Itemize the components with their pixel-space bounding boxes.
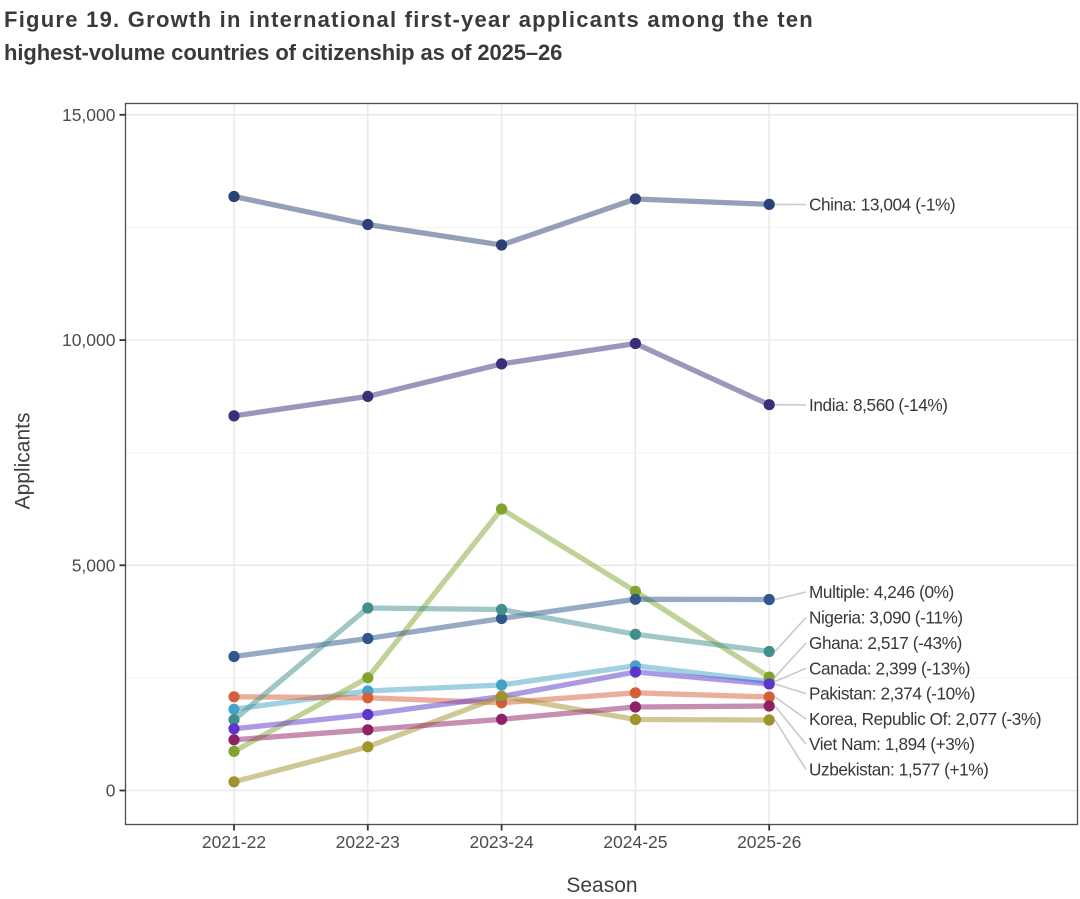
svg-text:Viet Nam: 1,894 (+3%): Viet Nam: 1,894 (+3%) [809,734,975,754]
svg-text:2024-25: 2024-25 [603,832,667,852]
svg-text:India: 8,560 (-14%): India: 8,560 (-14%) [809,395,948,415]
svg-text:Multiple: 4,246 (0%): Multiple: 4,246 (0%) [809,582,954,602]
svg-text:2023-24: 2023-24 [469,832,533,852]
svg-text:2021-22: 2021-22 [202,832,266,852]
svg-text:5,000: 5,000 [72,555,116,575]
svg-text:0: 0 [106,781,116,801]
svg-text:Pakistan: 2,374 (-10%): Pakistan: 2,374 (-10%) [809,684,975,704]
svg-text:Ghana: 2,517 (-43%): Ghana: 2,517 (-43%) [809,633,962,653]
svg-text:10,000: 10,000 [62,330,116,350]
svg-text:2025-26: 2025-26 [737,832,801,852]
svg-text:2022-23: 2022-23 [336,832,400,852]
svg-text:China: 13,004 (-1%): China: 13,004 (-1%) [809,195,955,215]
svg-text:Korea, Republic Of: 2,077 (-3%: Korea, Republic Of: 2,077 (-3%) [809,709,1041,729]
svg-text:Uzbekistan: 1,577 (+1%): Uzbekistan: 1,577 (+1%) [809,760,989,780]
svg-text:Canada: 2,399 (-13%): Canada: 2,399 (-13%) [809,658,970,678]
svg-text:15,000: 15,000 [62,105,116,125]
svg-text:Applicants: Applicants [12,413,35,510]
svg-text:Season: Season [566,874,637,897]
svg-text:Nigeria: 3,090 (-11%): Nigeria: 3,090 (-11%) [809,608,963,628]
